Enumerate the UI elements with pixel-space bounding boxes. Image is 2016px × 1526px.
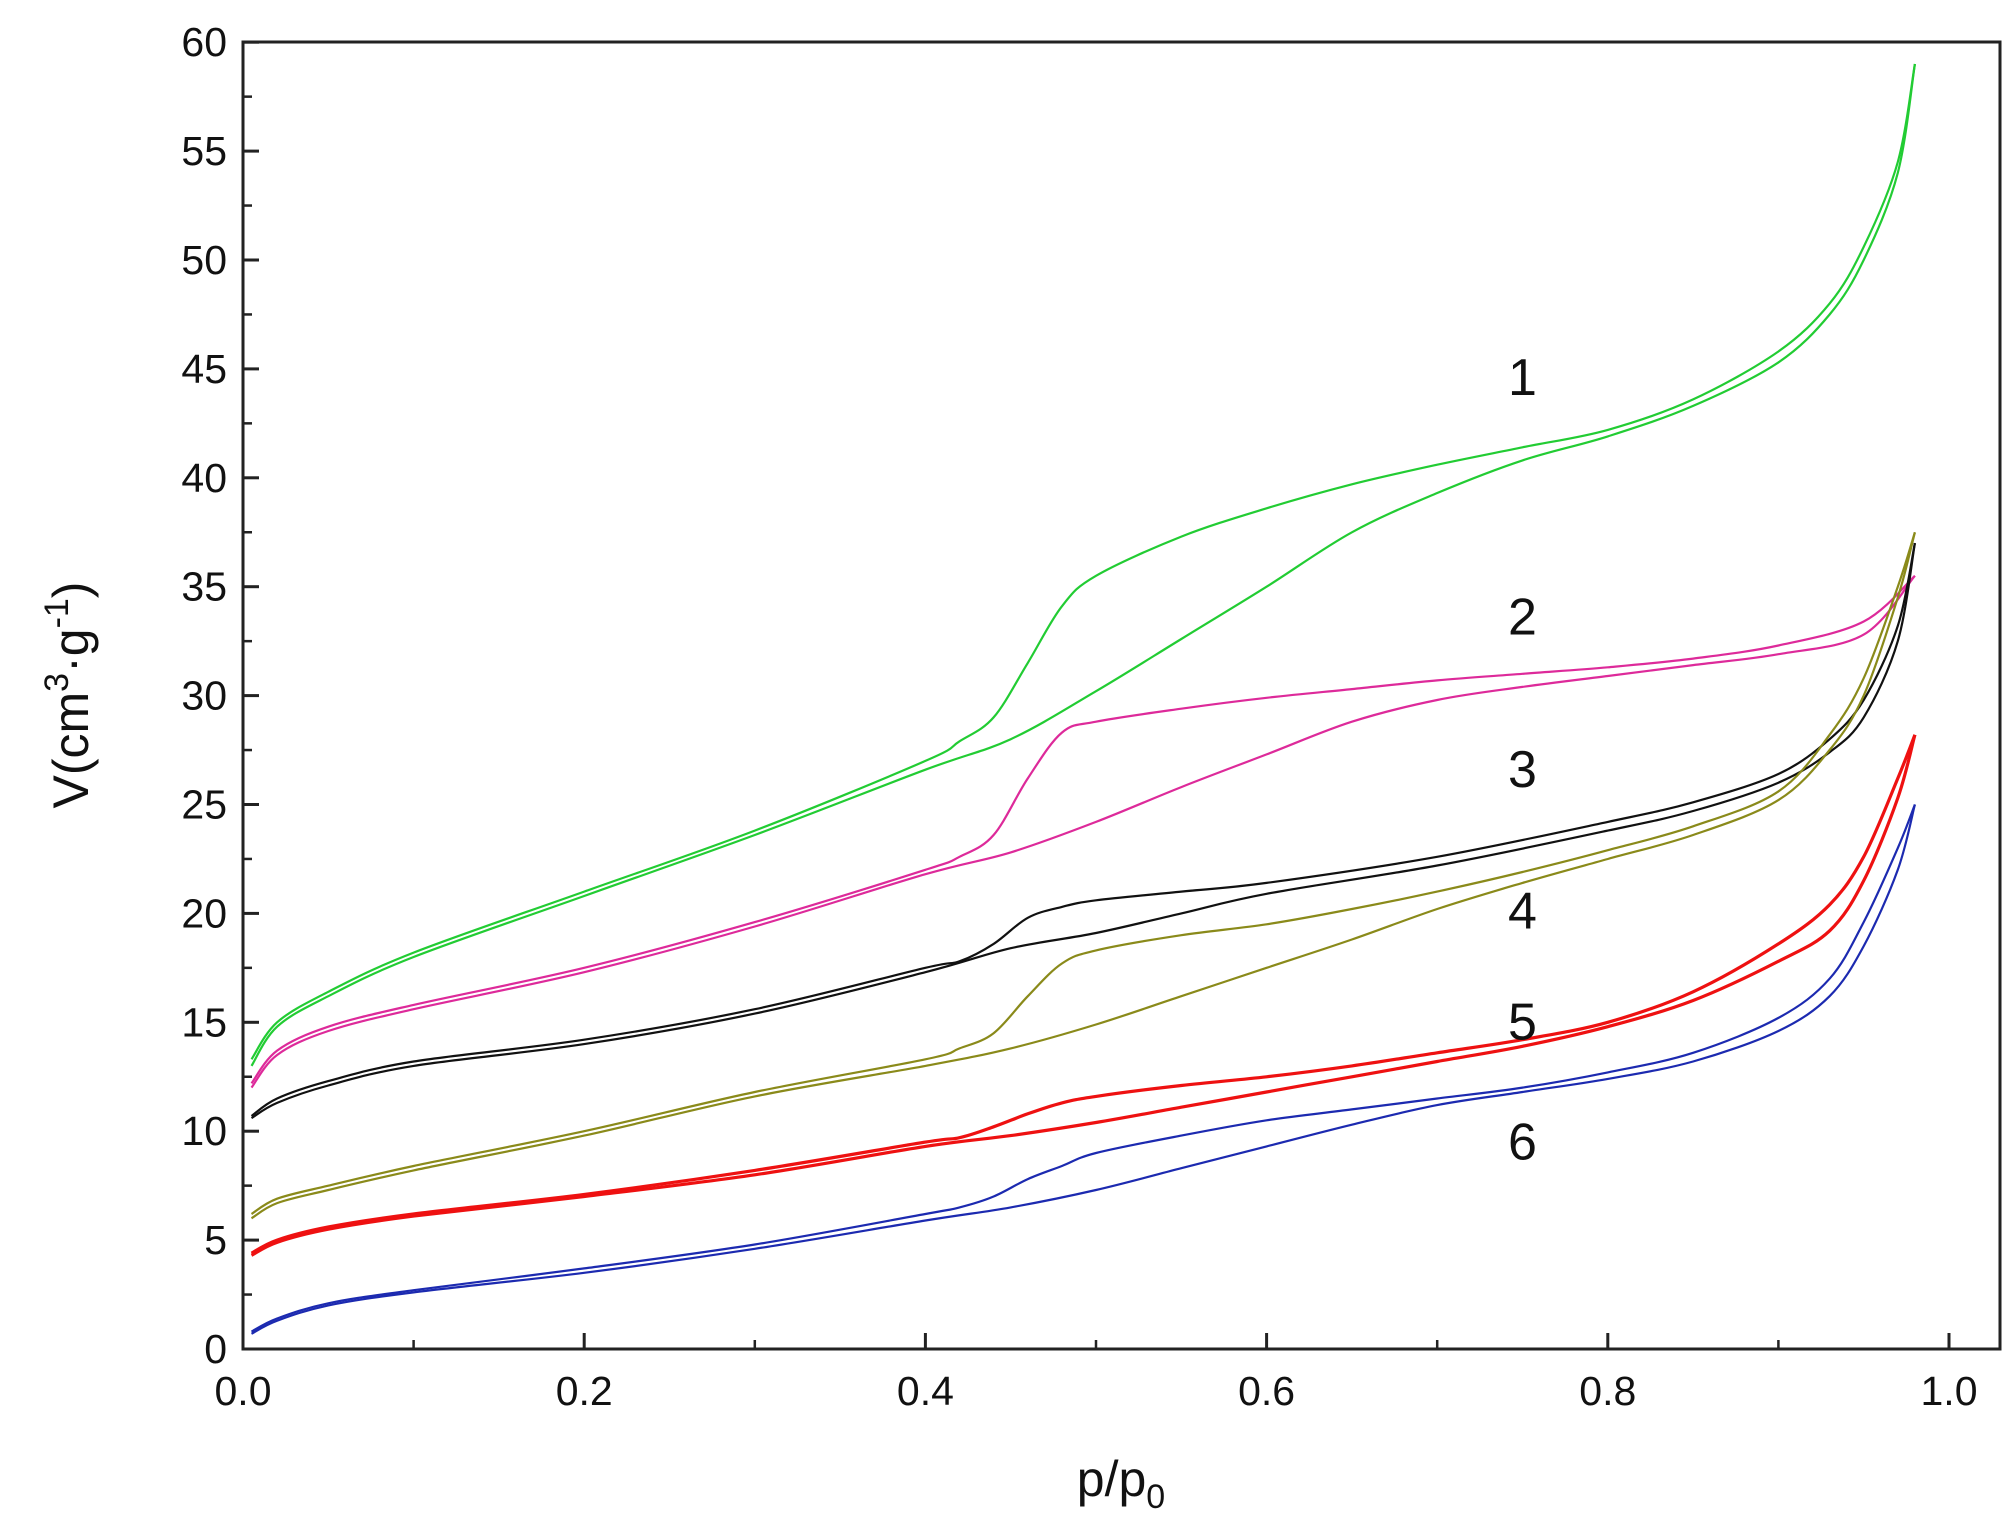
y-tick-label: 30: [181, 673, 227, 719]
desorption-branch-4: [250, 531, 1916, 1215]
x-tick-label: 0.2: [556, 1368, 613, 1414]
adsorption-branch-6: [250, 804, 1916, 1335]
desorption-branch-1: [250, 63, 1916, 1060]
desorption-branch-2: [250, 574, 1916, 1084]
x-tick-label: 1.0: [1921, 1368, 1978, 1414]
y-tick-label: 50: [181, 237, 227, 283]
curve-label-2: 2: [1508, 589, 1537, 647]
adsorption-branch-4: [250, 532, 1916, 1220]
adsorption-branch-3: [250, 542, 1916, 1120]
curve-label-3: 3: [1508, 741, 1537, 799]
adsorption-branch-5: [250, 734, 1917, 1257]
curve-label-1: 1: [1508, 349, 1537, 407]
axis-tick-labels: 0.0 0.2 0.4 0.6 0.8 1.00510152025303540455055…: [181, 19, 1977, 1414]
isotherm-5: [250, 734, 1917, 1257]
isotherm-2: [250, 574, 1916, 1089]
curve-label-5: 5: [1508, 994, 1537, 1052]
desorption-branch-5: [250, 734, 1917, 1255]
axis-ticks: [241, 40, 1951, 1351]
x-tick-label: 0.0: [215, 1368, 272, 1414]
adsorption-branch-2: [250, 575, 1916, 1089]
y-axis-title: V(cm3·g-1): [38, 582, 99, 809]
curve-labels: 1 2 3 4 5 6: [1508, 349, 1537, 1171]
isotherm-1: [250, 63, 1916, 1067]
y-tick-label: 10: [181, 1108, 227, 1154]
y-tick-label: 40: [181, 455, 227, 501]
y-tick-label: 55: [181, 128, 227, 174]
y-tick-label: 0: [204, 1326, 227, 1372]
isotherm-6: [250, 804, 1916, 1335]
adsorption-branch-1: [250, 63, 1916, 1067]
x-tick-label: 0.4: [897, 1368, 954, 1414]
y-tick-label: 15: [181, 999, 227, 1045]
y-tick-label: 45: [181, 346, 227, 392]
curve-label-6: 6: [1508, 1114, 1537, 1172]
y-tick-label: 5: [204, 1217, 227, 1263]
y-tick-label: 25: [181, 782, 227, 828]
isotherm-3: [250, 542, 1916, 1120]
y-tick-label: 35: [181, 564, 227, 610]
y-tick-label: 60: [181, 19, 227, 65]
x-tick-label: 0.8: [1579, 1368, 1636, 1414]
curve-label-4: 4: [1508, 883, 1537, 941]
desorption-branch-3: [250, 542, 1916, 1117]
plot-frame: [241, 40, 2002, 1351]
x-tick-label: 0.6: [1238, 1368, 1295, 1414]
desorption-branch-6: [250, 804, 1916, 1333]
x-axis-title: p/p0: [1077, 1451, 1165, 1516]
isotherm-4: [250, 531, 1916, 1220]
y-tick-label: 20: [181, 890, 227, 936]
isotherm-curves: [250, 63, 1917, 1335]
